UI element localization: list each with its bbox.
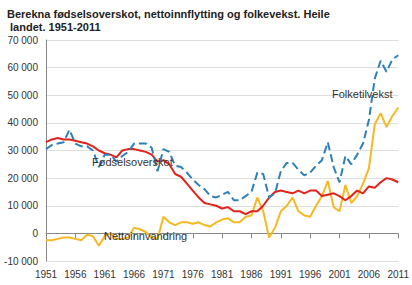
svg-text:Folketilvekst: Folketilvekst xyxy=(332,88,393,100)
svg-text:60 000: 60 000 xyxy=(7,62,38,73)
svg-text:1971: 1971 xyxy=(152,269,175,280)
svg-text:-10 000: -10 000 xyxy=(4,256,38,267)
svg-text:1951: 1951 xyxy=(35,269,58,280)
svg-text:Fødselsoverskot: Fødselsoverskot xyxy=(92,156,173,168)
svg-text:1956: 1956 xyxy=(64,269,87,280)
svg-text:1966: 1966 xyxy=(123,269,146,280)
svg-text:30 000: 30 000 xyxy=(7,145,38,156)
svg-text:1976: 1976 xyxy=(182,269,205,280)
svg-text:2011: 2011 xyxy=(387,269,409,280)
svg-text:1986: 1986 xyxy=(240,269,263,280)
svg-text:40 000: 40 000 xyxy=(7,117,38,128)
svg-text:20 000: 20 000 xyxy=(7,173,38,184)
svg-text:50 000: 50 000 xyxy=(7,90,38,101)
svg-text:0: 0 xyxy=(32,228,38,239)
svg-text:2001: 2001 xyxy=(328,269,351,280)
svg-text:10 000: 10 000 xyxy=(7,200,38,211)
svg-text:Nettoinnvandring: Nettoinnvandring xyxy=(104,230,187,242)
svg-text:1991: 1991 xyxy=(270,269,293,280)
svg-text:2006: 2006 xyxy=(358,269,381,280)
svg-text:1996: 1996 xyxy=(299,269,322,280)
svg-text:landet. 1951-2011: landet. 1951-2011 xyxy=(7,21,101,33)
svg-text:Berekna fødselsoverskot, netto: Berekna fødselsoverskot, nettoinnflyttin… xyxy=(7,8,330,20)
svg-text:1981: 1981 xyxy=(211,269,234,280)
svg-text:1961: 1961 xyxy=(94,269,117,280)
svg-text:70 000: 70 000 xyxy=(7,35,38,46)
